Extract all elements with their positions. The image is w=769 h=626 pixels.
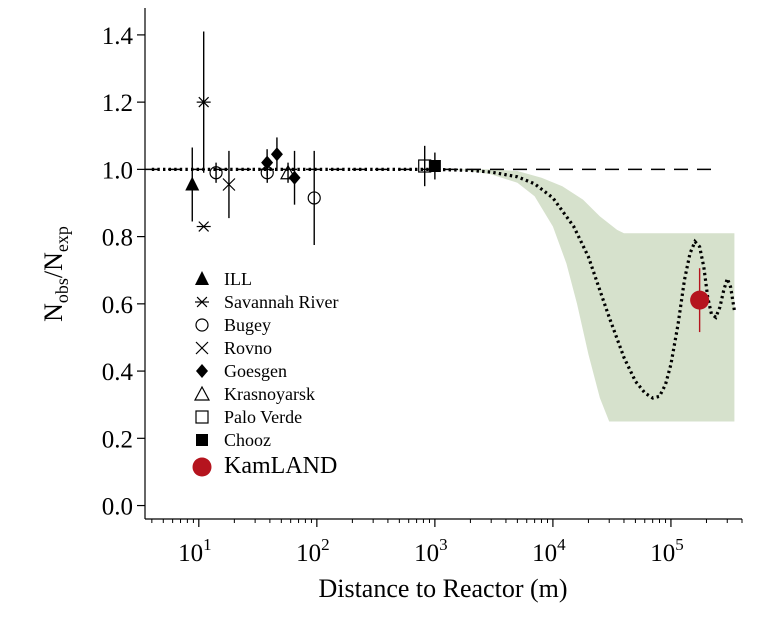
legend-label-goesgen: Goesgen bbox=[224, 361, 287, 381]
series-ill bbox=[185, 147, 200, 222]
legend-item-krasnoyarsk: Krasnoyarsk bbox=[193, 384, 315, 404]
series-goesgen bbox=[261, 137, 301, 205]
series-rovno bbox=[222, 150, 236, 219]
legend-marker-chooz bbox=[196, 434, 208, 446]
legend-item-palo-verde: Palo Verde bbox=[195, 407, 302, 427]
x-axis-label: Distance to Reactor (m) bbox=[318, 574, 567, 603]
y-tick-label-0.8: 0.8 bbox=[102, 225, 133, 252]
y-axis-label-sub1: obs bbox=[52, 278, 72, 303]
legend-label-kamland: KamLAND bbox=[224, 453, 337, 479]
legend-marker-palo-verde bbox=[195, 410, 209, 424]
y-axis-label-sub2: exp bbox=[52, 226, 72, 252]
y-axis-label-main: N bbox=[39, 303, 68, 322]
series-chooz bbox=[428, 152, 441, 180]
y-tick-label-0.2: 0.2 bbox=[102, 426, 133, 453]
series-kamland bbox=[690, 268, 710, 333]
legend-marker-krasnoyarsk bbox=[193, 385, 211, 401]
legend-item-savannah-river: Savannah River bbox=[195, 292, 338, 312]
y-axis-label: Nobs/Nexp bbox=[39, 226, 72, 322]
y-tick-label-0.4: 0.4 bbox=[102, 359, 134, 386]
point-krasnoyarsk-0 bbox=[280, 164, 297, 180]
x-tick-label-1000: 103 bbox=[414, 535, 448, 567]
y-tick-label-1.4: 1.4 bbox=[102, 23, 134, 50]
x-tick-label-100000: 105 bbox=[650, 535, 684, 567]
series-krasnoyarsk bbox=[280, 162, 297, 183]
point-ill-0 bbox=[185, 176, 200, 191]
point-goesgen-1 bbox=[270, 147, 283, 162]
y-axis-label-slash: /N bbox=[39, 252, 68, 278]
y-tick-label-0.6: 0.6 bbox=[102, 292, 133, 319]
oscillation-curve bbox=[151, 167, 736, 400]
legend-item-rovno: Rovno bbox=[195, 338, 272, 358]
legend-label-palo-verde: Palo Verde bbox=[224, 407, 302, 427]
oscillation-curve-layer bbox=[151, 167, 736, 400]
legend-marker-bugey bbox=[195, 318, 209, 332]
legend-label-bugey: Bugey bbox=[224, 315, 271, 335]
legend-item-kamland: KamLAND bbox=[192, 453, 337, 479]
allowed-region-layer bbox=[444, 169, 735, 422]
legend-item-goesgen: Goesgen bbox=[196, 361, 287, 381]
legend-item-ill: ILL bbox=[195, 269, 252, 289]
legend-item-bugey: Bugey bbox=[195, 315, 271, 335]
y-tick-label-1.2: 1.2 bbox=[102, 90, 133, 117]
point-chooz-0 bbox=[428, 160, 441, 173]
legend-marker-goesgen bbox=[196, 364, 208, 378]
legend-marker-rovno bbox=[195, 341, 209, 355]
allowed-region-band bbox=[444, 169, 735, 422]
legend-item-chooz: Chooz bbox=[196, 430, 271, 450]
legend-label-chooz: Chooz bbox=[224, 430, 271, 450]
legend-marker-kamland bbox=[192, 457, 212, 477]
data-points-layer bbox=[185, 31, 710, 333]
point-bugey-0 bbox=[209, 166, 223, 180]
legend-label-ill: ILL bbox=[224, 269, 252, 289]
x-tick-label-10: 101 bbox=[178, 535, 212, 567]
legend: ILL Savannah River Bugey Rovno Goesgen Krasno… bbox=[192, 269, 338, 479]
point-savannah-river-0 bbox=[196, 96, 211, 108]
point-rovno-0 bbox=[222, 178, 236, 191]
legend-marker-savannah-river bbox=[195, 296, 209, 308]
x-tick-label-100: 102 bbox=[296, 535, 330, 567]
legend-label-krasnoyarsk: Krasnoyarsk bbox=[224, 384, 315, 404]
legend-label-savannah-river: Savannah River bbox=[224, 292, 338, 312]
point-kamland-0 bbox=[690, 290, 710, 310]
point-bugey-2 bbox=[307, 191, 321, 205]
point-goesgen-0 bbox=[261, 155, 274, 170]
plot-frame bbox=[144, 8, 742, 520]
x-tick-label-10000: 104 bbox=[532, 535, 566, 567]
ticks-layer: 0.0 0.2 0.4 0.6 0.8 1.0 1.2 1.4 101 102 103 104 105 bbox=[102, 23, 743, 567]
series-savannah-river bbox=[196, 31, 211, 232]
point-savannah-river-1 bbox=[196, 221, 211, 232]
y-tick-label-1.0: 1.0 bbox=[102, 157, 133, 184]
legend-label-rovno: Rovno bbox=[224, 338, 272, 358]
legend-marker-ill bbox=[195, 271, 209, 285]
y-tick-label-0.0: 0.0 bbox=[102, 494, 133, 521]
